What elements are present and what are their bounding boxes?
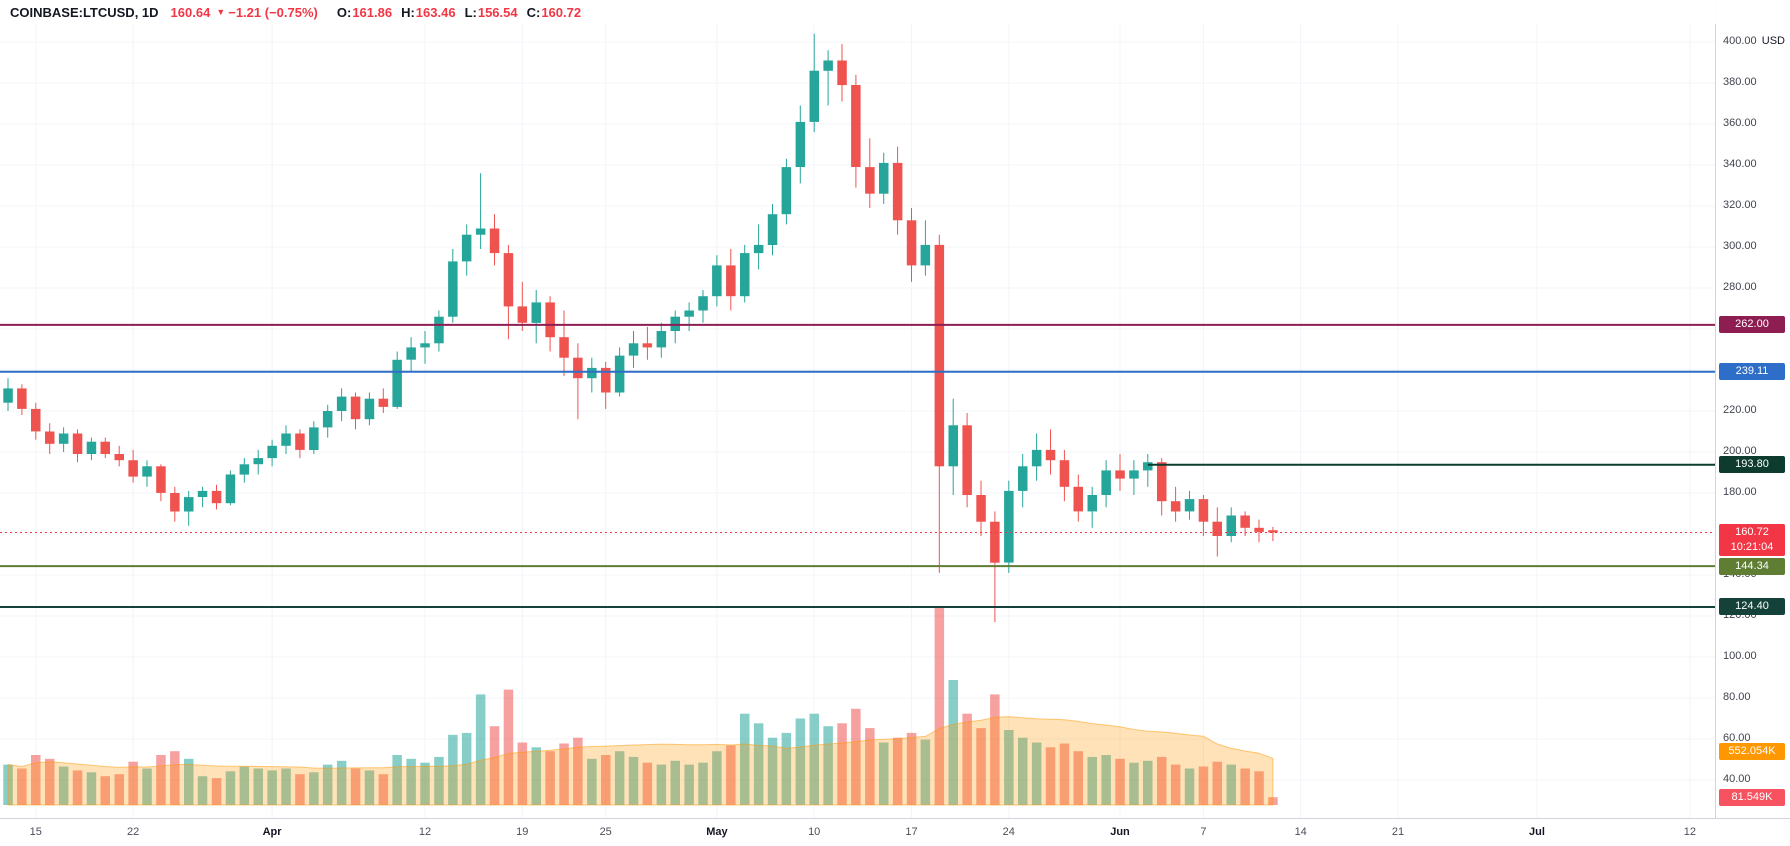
time-axis-month-label: Jun (1110, 826, 1130, 838)
time-axis-label: 24 (1002, 826, 1015, 838)
close-value: 160.72 (541, 4, 582, 20)
volume-value-badge: 81.549K (1719, 788, 1785, 806)
time-axis-label: 10 (808, 826, 821, 838)
time-axis-label: 25 (599, 826, 612, 838)
symbol-title[interactable]: COINBASE:LTCUSD, 1D (10, 4, 159, 20)
open-value: 161.86 (352, 4, 393, 20)
price-level-badge: 144.34 (1719, 557, 1785, 575)
price-axis-label: 200.00 (1723, 445, 1757, 457)
price-axis-label: 400.00 (1723, 35, 1757, 47)
price-axis-label: 80.00 (1723, 691, 1751, 703)
time-axis-label: 14 (1294, 826, 1307, 838)
low-label: L: (464, 4, 477, 20)
last-trade-price: 160.64 (170, 4, 211, 20)
price-axis-label: 60.00 (1723, 732, 1751, 744)
time-axis-month-label: Apr (262, 826, 282, 838)
time-axis-label: 22 (126, 826, 140, 838)
last-price-badge-value: 160.72 (1735, 526, 1769, 539)
price-change: −1.21 (−0.75%) (228, 4, 318, 20)
time-axis[interactable]: 15 22 Apr 12 19 25 May 10 17 24 Jun 7 14 21 Jul 12 (0, 818, 1790, 846)
open-label: O: (336, 4, 352, 20)
high-value: 163.46 (415, 4, 456, 20)
time-axis-label: 17 (905, 826, 918, 838)
time-axis-label: 21 (1391, 826, 1405, 838)
price-axis-label: 100.00 (1723, 650, 1757, 662)
price-axis-label: 320.00 (1723, 199, 1757, 211)
close-label: C: (526, 4, 541, 20)
price-axis-label: 280.00 (1723, 281, 1757, 293)
price-level-badge: 239.11 (1719, 363, 1785, 381)
chart-plot-area[interactable] (0, 0, 1715, 818)
price-axis[interactable]: USD 40.0060.0080.00100.00120.00140.00160… (1715, 0, 1790, 818)
price-down-icon: ▼ (216, 7, 226, 17)
time-axis-label: 15 (29, 826, 42, 838)
time-axis-label: 12 (1683, 826, 1697, 838)
price-axis-label: 40.00 (1723, 773, 1751, 785)
time-axis-month-label: May (706, 826, 728, 838)
symbol-header: COINBASE:LTCUSD, 1D 160.64 ▼ −1.21 (−0.7… (0, 0, 1724, 24)
high-label: H: (401, 4, 415, 20)
low-value: 156.54 (477, 4, 518, 20)
price-axis-label: 380.00 (1723, 76, 1757, 88)
time-axis-month-label: Jul (1529, 826, 1545, 838)
time-axis-label: 19 (516, 826, 529, 838)
price-axis-label: 360.00 (1723, 117, 1757, 129)
countdown-timer: 10:21:04 (1730, 541, 1774, 554)
last-price-badge: 160.72 10:21:04 (1719, 524, 1785, 557)
price-axis-label: 300.00 (1723, 240, 1757, 252)
price-level-badge: 124.40 (1719, 598, 1785, 616)
price-axis-label: 340.00 (1723, 158, 1757, 170)
time-axis-label: 7 (1200, 826, 1207, 838)
price-axis-label: 220.00 (1723, 404, 1757, 416)
currency-unit-label: USD (1761, 35, 1785, 47)
time-axis-label: 12 (418, 826, 432, 838)
price-axis-label: 180.00 (1723, 486, 1757, 498)
volume-ma-badge: 552.054K (1719, 743, 1785, 761)
price-level-badge: 262.00 (1719, 316, 1785, 334)
price-level-badge: 193.80 (1719, 456, 1785, 474)
